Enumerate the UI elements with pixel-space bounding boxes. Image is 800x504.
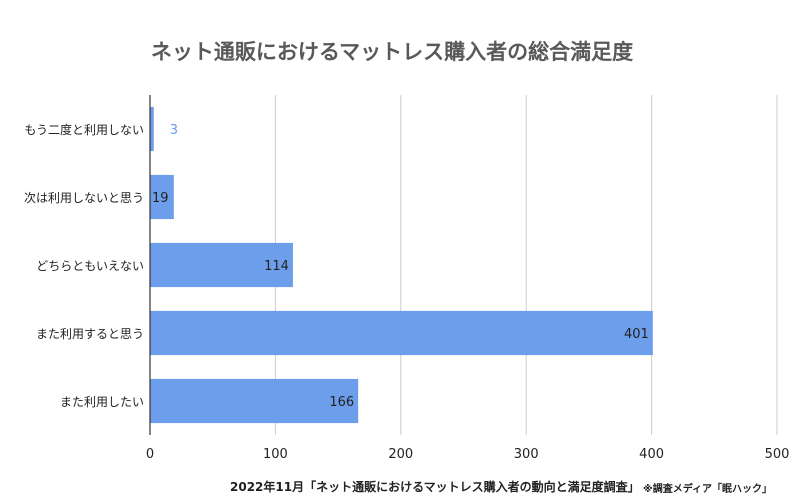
data-label-3: 114 xyxy=(264,259,289,274)
bar-4 xyxy=(150,310,653,356)
category-label-3: どちらともいえない xyxy=(36,259,144,273)
chart-title: ネット通販におけるマットレス購入者の総合満足度 xyxy=(151,40,633,64)
x-tick-label-500: 500 xyxy=(765,447,790,462)
x-tick-label-100: 100 xyxy=(263,447,288,462)
bar-3 xyxy=(150,242,293,288)
category-label-2: 次は利用しないと思う xyxy=(24,191,144,205)
category-label-5: また利用したい xyxy=(60,395,144,409)
chart-footer-note: 2022年11月「ネット通販におけるマットレス購入者の動向と満足度調査」 xyxy=(230,480,640,494)
bar-5 xyxy=(150,378,359,424)
bar-1 xyxy=(150,106,154,152)
chart-source-note: ※調査メディア「眠ハック」 xyxy=(643,484,773,495)
x-tick-label-400: 400 xyxy=(639,447,664,462)
category-label-1: もう二度と利用しない xyxy=(24,122,144,137)
bar-2 xyxy=(150,174,174,220)
category-label-4: また利用すると思う xyxy=(36,327,144,341)
x-tick-label-200: 200 xyxy=(388,447,413,462)
x-tick-label-0: 0 xyxy=(146,447,154,462)
data-label-5: 166 xyxy=(329,395,354,410)
x-tick-label-300: 300 xyxy=(514,447,539,462)
data-label-1: 3 xyxy=(170,123,178,138)
data-label-2: 19 xyxy=(152,191,169,206)
data-label-4: 401 xyxy=(624,327,649,342)
